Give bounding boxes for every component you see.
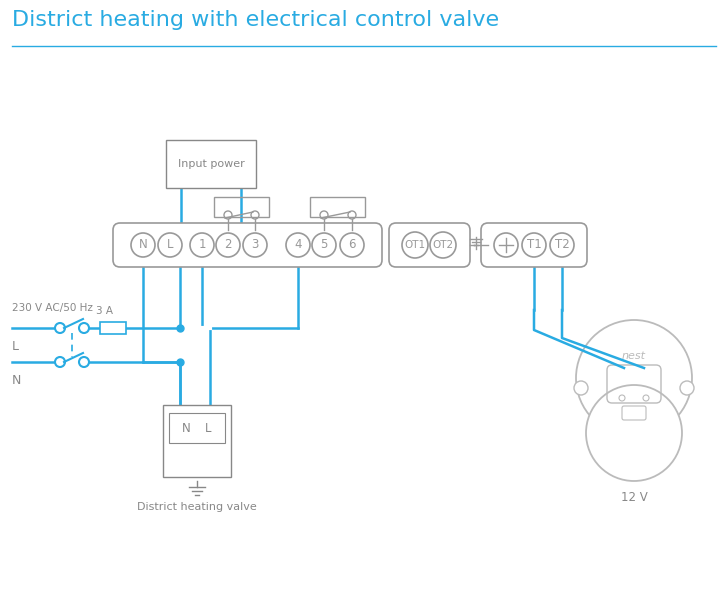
FancyBboxPatch shape <box>622 406 646 420</box>
Text: L: L <box>12 340 19 352</box>
Text: OT2: OT2 <box>432 240 454 250</box>
FancyBboxPatch shape <box>481 223 587 267</box>
Text: District heating valve: District heating valve <box>137 502 257 512</box>
Text: Input power: Input power <box>178 159 245 169</box>
FancyBboxPatch shape <box>166 140 256 188</box>
Text: 1: 1 <box>198 239 206 251</box>
Text: 5: 5 <box>320 239 328 251</box>
Text: L: L <box>205 422 211 434</box>
Circle shape <box>55 357 65 367</box>
FancyBboxPatch shape <box>163 405 231 477</box>
Circle shape <box>586 385 682 481</box>
Circle shape <box>576 320 692 436</box>
FancyBboxPatch shape <box>389 223 470 267</box>
Text: L: L <box>167 239 173 251</box>
Text: OT1: OT1 <box>405 240 426 250</box>
Circle shape <box>79 323 89 333</box>
Text: nest: nest <box>623 408 644 418</box>
Circle shape <box>680 381 694 395</box>
Text: 230 V AC/50 Hz: 230 V AC/50 Hz <box>12 303 93 313</box>
Text: nest: nest <box>622 351 646 361</box>
Circle shape <box>55 323 65 333</box>
Text: T2: T2 <box>555 239 569 251</box>
Text: N: N <box>181 422 190 434</box>
Text: 2: 2 <box>224 239 232 251</box>
Text: 4: 4 <box>294 239 301 251</box>
Text: 3: 3 <box>251 239 258 251</box>
Text: N: N <box>138 239 147 251</box>
Text: N: N <box>12 374 21 387</box>
Text: T1: T1 <box>526 239 542 251</box>
Text: 12 V: 12 V <box>621 491 647 504</box>
Circle shape <box>574 381 588 395</box>
FancyBboxPatch shape <box>100 322 126 334</box>
Text: 6: 6 <box>348 239 356 251</box>
FancyBboxPatch shape <box>113 223 382 267</box>
Circle shape <box>79 357 89 367</box>
Text: 3 A: 3 A <box>97 306 114 316</box>
Text: District heating with electrical control valve: District heating with electrical control… <box>12 10 499 30</box>
